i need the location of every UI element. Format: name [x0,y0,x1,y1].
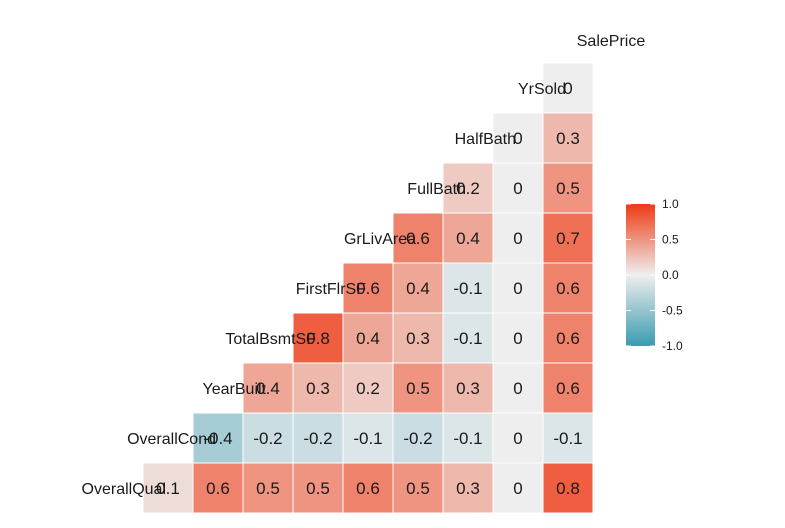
heatmap-cell-OverallCond-TotalBsmtSF [292,412,344,464]
variable-label-YearBuilt: YearBuilt [203,381,267,398]
variable-label-FirstFlrSF: FirstFlrSF [296,281,366,298]
heatmap-cell-FullBath-HalfBath [492,162,544,214]
cell-value-label: -0.4 [203,429,232,448]
cell-value-label: 0.4 [356,329,380,348]
cell-value-label: -0.2 [303,429,332,448]
heatmap-cell-OverallCond-FullBath [442,412,494,464]
heatmap-cell-TotalBsmtSF-YrSold [542,312,594,364]
cell-value-label: -0.2 [253,429,282,448]
cell-value-label: 0.3 [306,379,330,398]
heatmap-cell-OverallCond-OverallCond [192,412,244,464]
cell-value-label: 0.5 [256,479,280,498]
heatmap-cell-YearBuilt-TotalBsmtSF [292,362,344,414]
cell-value-label: -0.1 [453,329,482,348]
cell-value-label: 0.5 [556,179,580,198]
cell-value-label: 0 [513,429,522,448]
legend-tick-label: -1.0 [662,339,683,353]
legend-tick-label: 0.0 [662,268,679,282]
cell-value-label: 0.3 [456,379,480,398]
cell-value-label: 0 [513,129,522,148]
heatmap-cell-GrLivArea-YrSold [542,212,594,264]
variable-label-OverallCond: OverallCond [127,431,216,448]
cell-value-label: 0 [513,279,522,298]
heatmap-cell-OverallCond-YrSold [542,412,594,464]
cell-value-label: 0.6 [556,329,580,348]
heatmap-cell-OverallQual-GrLivArea [392,462,444,514]
heatmap-cell-FirstFlrSF-FirstFlrSF [342,262,394,314]
heatmap-cell-FullBath-YrSold [542,162,594,214]
heatmap-cell-YearBuilt-FirstFlrSF [342,362,394,414]
heatmap-cell-YearBuilt-GrLivArea [392,362,444,414]
cell-value-label: 0.3 [406,329,430,348]
cell-value-label: 0.6 [356,479,380,498]
variable-label-SalePrice: SalePrice [577,33,646,50]
heatmap-cell-OverallQual-HalfBath [492,462,544,514]
cell-value-label: 0.3 [456,479,480,498]
heatmap-cell-GrLivArea-FullBath [442,212,494,264]
variable-label-TotalBsmtSF: TotalBsmtSF [225,331,316,348]
heatmap-cell-OverallCond-HalfBath [492,412,544,464]
heatmap-cell-YearBuilt-HalfBath [492,362,544,414]
heatmap-cell-OverallQual-FullBath [442,462,494,514]
heatmap-cell-YrSold-YrSold [542,62,594,114]
cell-value-label: 0.8 [306,329,330,348]
heatmap-cell-TotalBsmtSF-FullBath [442,312,494,364]
cell-value-label: 0.4 [456,229,480,248]
cell-value-label: 0 [513,379,522,398]
cell-value-label: 0.6 [356,279,380,298]
heatmap-cell-TotalBsmtSF-FirstFlrSF [342,312,394,364]
cell-value-label: 0.5 [306,479,330,498]
cell-value-label: 0.4 [256,379,280,398]
cell-value-label: 0.6 [556,279,580,298]
heatmap-cell-OverallQual-YrSold [542,462,594,514]
heatmap-cell-FirstFlrSF-HalfBath [492,262,544,314]
cell-value-label: 0 [513,329,522,348]
heatmap-cell-FullBath-FullBath [442,162,494,214]
cell-value-label: 0 [513,179,522,198]
heatmap-cell-YearBuilt-YearBuilt [242,362,294,414]
heatmap-cell-FirstFlrSF-FullBath [442,262,494,314]
heatmap-cell-HalfBath-YrSold [542,112,594,164]
heatmap-cell-HalfBath-HalfBath [492,112,544,164]
cell-value-label: -0.1 [453,429,482,448]
heatmap-cell-YearBuilt-FullBath [442,362,494,414]
heatmap-cell-TotalBsmtSF-TotalBsmtSF [292,312,344,364]
cell-value-label: -0.2 [403,429,432,448]
heatmap-cell-OverallCond-FirstFlrSF [342,412,394,464]
cell-value-label: 0.6 [556,379,580,398]
cell-value-label: 0.5 [406,379,430,398]
cell-value-label: 0.2 [356,379,380,398]
cell-value-label: -0.1 [453,279,482,298]
heatmap-cell-OverallQual-OverallQual [142,462,194,514]
cell-value-label: 0.6 [206,479,230,498]
legend-tick-label: 1.0 [662,197,679,211]
variable-label-OverallQual: OverallQual [82,481,166,498]
heatmap-cell-GrLivArea-GrLivArea [392,212,444,264]
cell-value-label: -0.1 [553,429,582,448]
heatmap-cell-FirstFlrSF-YrSold [542,262,594,314]
heatmap-cell-OverallQual-OverallCond [192,462,244,514]
variable-label-GrLivArea: GrLivArea [344,231,416,248]
cell-value-label: 0 [563,79,572,98]
cell-value-label: -0.1 [353,429,382,448]
cell-value-label: 0 [513,229,522,248]
cell-value-label: 0 [513,479,522,498]
cell-value-label: 0.2 [456,179,480,198]
legend-tick-label: -0.5 [662,304,683,318]
cell-value-label: 0.6 [406,229,430,248]
cell-value-label: 0.7 [556,229,580,248]
variable-label-YrSold: YrSold [518,81,566,98]
variable-label-HalfBath: HalfBath [455,131,516,148]
legend-tick-label: 0.5 [662,233,679,247]
heatmap-cell-YearBuilt-YrSold [542,362,594,414]
cell-value-label: 0.3 [556,129,580,148]
cell-value-label: 0.8 [556,479,580,498]
cell-value-label: 0.5 [406,479,430,498]
variable-label-FullBath: FullBath [407,181,466,198]
cell-value-label: 0.4 [406,279,430,298]
cell-value-label: 0.1 [156,479,180,498]
